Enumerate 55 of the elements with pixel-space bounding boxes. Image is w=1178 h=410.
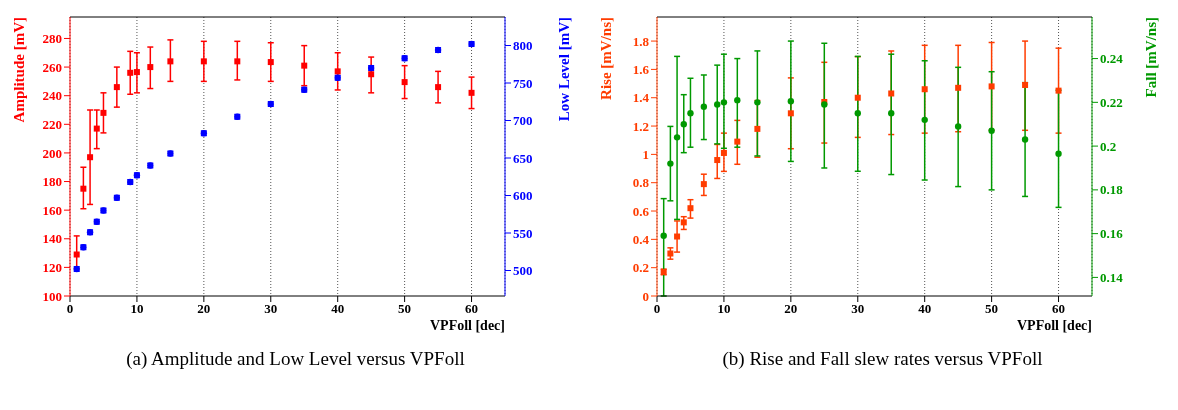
y-tick-label: 280	[42, 31, 62, 47]
y-tick-label: 120	[42, 260, 62, 275]
y2-tick-label: 0.14	[1100, 270, 1124, 286]
x-axis-title: VPFoll [dec]	[1016, 318, 1092, 333]
x-tick-label: 30	[264, 301, 278, 317]
x-tick-label: 20	[197, 301, 211, 317]
y-tick-label: 1.2	[632, 118, 649, 134]
y-tick-label: 200	[42, 145, 62, 161]
y2-tick-label: 700	[513, 113, 533, 129]
y-tick-label: 140	[42, 231, 62, 247]
y-axis-title: Rise [mV/ns]	[598, 17, 614, 100]
x-tick-label: 0	[653, 301, 661, 317]
y-tick-label: 1.8	[632, 33, 650, 49]
y-tick-label: 0.8	[632, 175, 650, 191]
y-tick-label: 160	[42, 202, 62, 218]
x-tick-label: 0	[66, 301, 74, 317]
x-tick-label: 10	[130, 301, 144, 317]
y-tick-label: 260	[42, 59, 62, 75]
x-tick-label: 30	[851, 301, 865, 317]
y-tick-label: 0	[642, 288, 649, 304]
y-tick-label: 240	[42, 88, 62, 104]
y-tick-label: 1	[642, 146, 649, 162]
y-tick-label: 0.6	[632, 203, 650, 219]
x-tick-label: 60	[1052, 301, 1066, 317]
y2-tick-label: 600	[513, 188, 533, 204]
y2-tick-label: 650	[513, 150, 533, 166]
y2-axis-title: Low Level [mV]	[556, 17, 572, 122]
y2-tick-label: 800	[513, 38, 533, 54]
y2-tick-label: 500	[513, 263, 533, 279]
y-axis-title: Amplitude [mV]	[11, 17, 27, 123]
y2-tick-label: 0.18	[1100, 182, 1124, 198]
y-tick-label: 0.4	[632, 231, 650, 247]
y-tick-label: 180	[42, 174, 62, 190]
x-tick-label: 50	[398, 301, 412, 317]
x-axis-title: VPFoll [dec]	[429, 318, 505, 333]
y-tick-label: 0.2	[632, 260, 649, 276]
y2-tick-label: 550	[513, 225, 533, 241]
y2-tick-label: 750	[513, 75, 533, 91]
y-tick-label: 220	[42, 116, 62, 132]
y-tick-label: 100	[42, 288, 62, 304]
x-tick-label: 40	[331, 301, 345, 317]
y-tick-label: 1.4	[632, 90, 650, 106]
y2-axis-title: Fall [mV/ns]	[1143, 17, 1159, 98]
y2-tick-label: 0.2	[1100, 138, 1117, 154]
x-tick-label: 60	[465, 301, 479, 317]
x-tick-label: 20	[784, 301, 798, 317]
x-tick-label: 10	[717, 301, 731, 317]
text: (a) Amplitude and Low Level versus VPFoll	[125, 348, 466, 370]
x-tick-label: 50	[985, 301, 999, 317]
y-tick-label: 1.6	[632, 62, 650, 78]
text: (b) Rise and Fall slew rates versus VPFoll	[721, 348, 1044, 370]
y2-tick-label: 0.22	[1100, 94, 1123, 110]
y2-tick-label: 0.16	[1100, 226, 1124, 242]
x-tick-label: 40	[918, 301, 932, 317]
y2-tick-label: 0.24	[1100, 51, 1124, 67]
